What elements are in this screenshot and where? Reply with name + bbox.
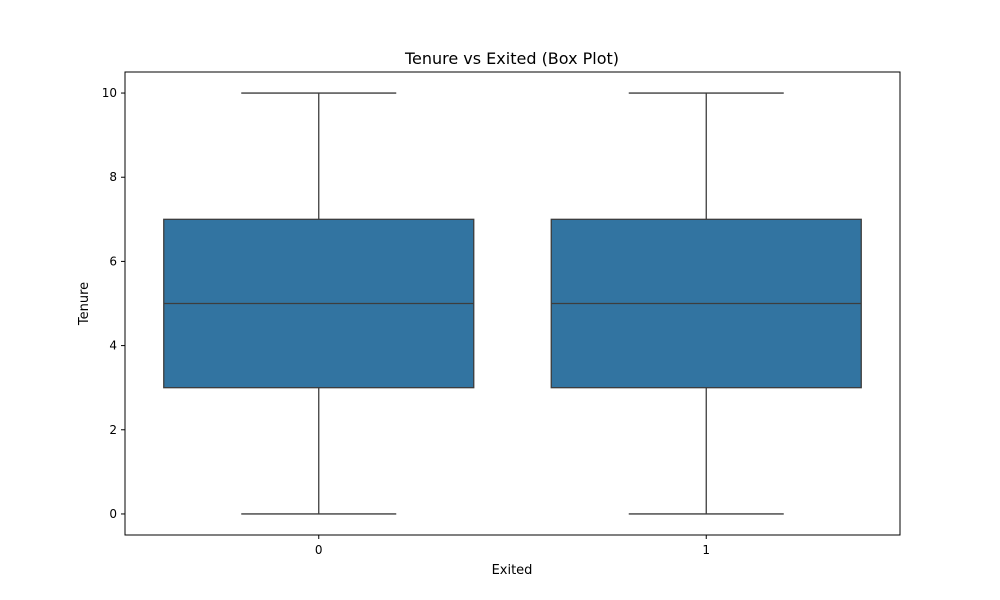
y-axis-label: Tenure — [77, 282, 92, 326]
plot-frame — [124, 71, 901, 536]
x-axis-label: Exited — [492, 563, 533, 578]
box-group-0 — [163, 92, 475, 515]
y-tick-label: 8 — [109, 170, 117, 184]
box-group-1 — [550, 92, 862, 515]
x-tick-label: 0 — [315, 543, 323, 557]
y-tick-label: 6 — [109, 254, 117, 268]
y-tick-label: 10 — [102, 86, 117, 100]
y-tick-label: 4 — [109, 339, 117, 353]
y-tick-label: 0 — [109, 507, 117, 521]
y-axis: 0 2 4 6 8 10 — [102, 86, 125, 521]
plot-area — [163, 92, 862, 515]
chart-title: Tenure vs Exited (Box Plot) — [404, 49, 619, 68]
x-tick-label: 1 — [702, 543, 710, 557]
y-tick-label: 2 — [109, 423, 117, 437]
